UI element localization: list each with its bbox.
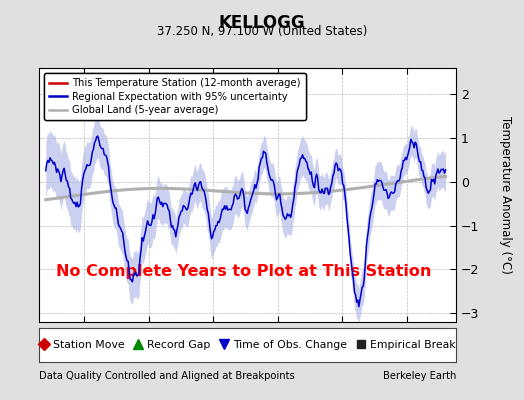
Text: Data Quality Controlled and Aligned at Breakpoints: Data Quality Controlled and Aligned at B… xyxy=(39,371,295,381)
Text: KELLOGG: KELLOGG xyxy=(219,14,305,32)
Text: 37.250 N, 97.100 W (United States): 37.250 N, 97.100 W (United States) xyxy=(157,25,367,38)
Legend: Station Move, Record Gap, Time of Obs. Change, Empirical Break: Station Move, Record Gap, Time of Obs. C… xyxy=(35,336,460,354)
Legend: This Temperature Station (12-month average), Regional Expectation with 95% uncer: This Temperature Station (12-month avera… xyxy=(45,73,306,120)
Text: No Complete Years to Plot at This Station: No Complete Years to Plot at This Statio… xyxy=(56,264,431,279)
Y-axis label: Temperature Anomaly (°C): Temperature Anomaly (°C) xyxy=(498,116,511,274)
Text: Berkeley Earth: Berkeley Earth xyxy=(383,371,456,381)
